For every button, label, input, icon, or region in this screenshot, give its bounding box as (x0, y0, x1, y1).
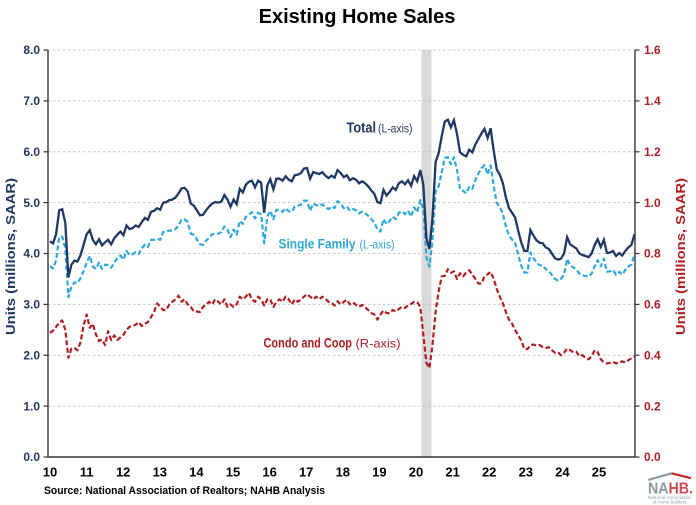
svg-text:1.0: 1.0 (23, 399, 40, 413)
svg-text:5.0: 5.0 (23, 196, 40, 210)
svg-text:Condo and Coop: Condo and Coop (264, 334, 353, 350)
svg-text:0.6: 0.6 (644, 298, 661, 312)
svg-text:1.6: 1.6 (644, 43, 661, 57)
svg-text:18: 18 (336, 465, 350, 480)
svg-text:6.0: 6.0 (23, 145, 40, 159)
svg-text:Total: Total (347, 120, 377, 136)
svg-text:3.0: 3.0 (23, 298, 40, 312)
svg-text:24: 24 (555, 465, 570, 480)
svg-text:0.8: 0.8 (644, 247, 661, 261)
svg-text:Source: National Association o: Source: National Association of Realtors… (44, 485, 325, 497)
svg-text:1.4: 1.4 (644, 94, 661, 108)
svg-text:15: 15 (226, 465, 240, 480)
svg-text:0.0: 0.0 (644, 450, 661, 464)
svg-text:2.0: 2.0 (23, 348, 40, 362)
svg-text:1.0: 1.0 (644, 196, 661, 210)
svg-text:12: 12 (116, 465, 130, 480)
svg-text:23: 23 (519, 465, 533, 480)
svg-text:Units (millions, SAAR): Units (millions, SAAR) (3, 178, 18, 335)
svg-text:0.0: 0.0 (23, 450, 40, 464)
svg-text:4.0: 4.0 (23, 247, 40, 261)
svg-text:21: 21 (445, 465, 459, 480)
svg-text:1.2: 1.2 (644, 145, 661, 159)
svg-text:20: 20 (409, 465, 423, 480)
svg-text:0.4: 0.4 (644, 348, 661, 362)
svg-text:(R-axis): (R-axis) (356, 336, 401, 350)
svg-text:National Association: National Association (648, 495, 692, 500)
svg-text:13: 13 (153, 465, 167, 480)
svg-text:17: 17 (299, 465, 313, 480)
svg-text:10: 10 (43, 465, 57, 480)
svg-text:11: 11 (80, 465, 94, 480)
svg-text:of Home Builders: of Home Builders (653, 500, 688, 505)
svg-text:0.2: 0.2 (644, 399, 661, 413)
svg-text:7.0: 7.0 (23, 94, 40, 108)
svg-text:NAHB.: NAHB. (648, 480, 693, 497)
svg-text:14: 14 (189, 465, 204, 480)
svg-text:(L-axis): (L-axis) (378, 121, 413, 135)
svg-text:25: 25 (592, 465, 606, 480)
svg-text:Existing Home Sales: Existing Home Sales (259, 6, 456, 28)
svg-text:16: 16 (262, 465, 276, 480)
svg-text:22: 22 (482, 465, 496, 480)
svg-text:19: 19 (372, 465, 386, 480)
svg-text:8.0: 8.0 (23, 43, 40, 57)
svg-text:Single Family: Single Family (279, 235, 356, 251)
svg-text:Units (millions, SAAR): Units (millions, SAAR) (673, 178, 688, 335)
svg-text:(L-axis): (L-axis) (360, 237, 395, 251)
